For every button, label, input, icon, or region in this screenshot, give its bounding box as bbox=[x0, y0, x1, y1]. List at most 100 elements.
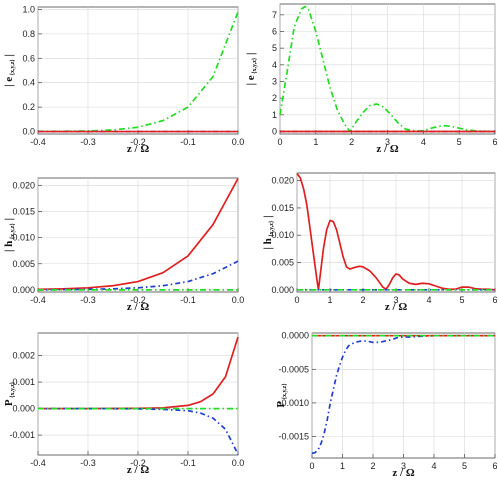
y-tick-label: -0.0005 bbox=[278, 364, 309, 374]
y-axis-label-main: | h bbox=[262, 238, 274, 249]
chart-panel-1: -0.4 -0.3 -0.2 -0.1 0.0 0.0 0.2 0.4 0.6 0.8 1.0 z /… bbox=[3, 4, 244, 155]
y-tick-label: -0.0015 bbox=[278, 431, 309, 441]
y-axis-label: | e {x,y,z} | bbox=[245, 53, 258, 86]
x-tick-label: 1 bbox=[340, 461, 345, 471]
y-tick-label: 0.0000 bbox=[281, 331, 309, 341]
chart-panel-3: -0.4 -0.3 -0.2 -0.1 0.0 0.000 0.005 0.010 0.015 0… bbox=[3, 177, 245, 313]
y-axis-label-main: P bbox=[3, 399, 15, 406]
x-tick-label: 3 bbox=[401, 461, 406, 471]
x-tick-label: -0.2 bbox=[130, 137, 146, 147]
y-tick-label: 0.2 bbox=[22, 102, 35, 112]
y-tick-label: 0.000 bbox=[12, 285, 35, 295]
x-tick-label: -0.3 bbox=[80, 295, 96, 305]
x-tick-label: 1 bbox=[327, 295, 332, 305]
x-tick-label: -0.3 bbox=[80, 137, 96, 147]
x-tick-label: 1 bbox=[313, 137, 318, 147]
series-line-1 bbox=[311, 334, 495, 455]
series-line-1 bbox=[37, 178, 239, 291]
x-tick-label: 4 bbox=[426, 295, 431, 305]
y-tick-label: 0.015 bbox=[271, 203, 294, 213]
x-tick-label: -0.1 bbox=[180, 137, 196, 147]
y-tick-label: 0.010 bbox=[271, 230, 294, 240]
y-axis-label-suffix: | bbox=[245, 53, 257, 58]
series-line-1 bbox=[37, 11, 239, 133]
x-axis-label: z / Ω bbox=[127, 143, 149, 155]
x-tick-label: 0.0 bbox=[232, 137, 245, 147]
chart-panel-2: 0 1 2 3 4 5 6 0 1 2 3 4 5 6 7 z / Ω | e {x,y,z} | bbox=[245, 3, 498, 155]
y-tick-label: 4 bbox=[272, 60, 277, 70]
x-tick-label: 6 bbox=[492, 295, 497, 305]
x-tick-label: 2 bbox=[370, 461, 375, 471]
y-axis-label-subscript: {x,y,z} bbox=[10, 381, 16, 399]
series-line-2 bbox=[37, 260, 239, 291]
y-tick-label: 0.005 bbox=[271, 258, 294, 268]
x-tick-label: 5 bbox=[459, 295, 464, 305]
series-line-2 bbox=[38, 407, 239, 455]
y-axis-label-main: P bbox=[275, 401, 287, 408]
y-tick-label: 6 bbox=[272, 27, 277, 37]
y-axis-label-suffix: | bbox=[3, 218, 15, 223]
y-tick-label: 0.001 bbox=[12, 377, 35, 387]
y-axis-label-subscript: {x,y,z} bbox=[269, 220, 275, 238]
y-tick-label: 0.020 bbox=[271, 176, 294, 186]
x-tick-label: -0.2 bbox=[130, 295, 146, 305]
y-tick-label: -0.0010 bbox=[278, 398, 309, 408]
x-axis-label: z / Ω bbox=[385, 301, 407, 313]
x-tick-label: 0 bbox=[277, 137, 282, 147]
y-axis-label-subscript: {x,y,z} bbox=[252, 57, 258, 75]
chart-panel-5: -0.4 -0.3 -0.2 -0.1 0.0 -0.001 0.000 0.001 0.002… bbox=[3, 332, 245, 476]
x-tick-label: 0 bbox=[294, 295, 299, 305]
x-tick-label: -0.1 bbox=[180, 295, 196, 305]
x-tick-label: -0.4 bbox=[30, 137, 46, 147]
y-axis-label-main: | e bbox=[3, 77, 15, 87]
x-tick-label: -0.4 bbox=[30, 295, 46, 305]
chart-panel-4: 0 1 2 3 4 5 6 0.000 0.005 0.010 0.015 0.020 z / Ω | h… bbox=[262, 172, 498, 313]
y-tick-label: 2 bbox=[272, 93, 277, 103]
series-line-1 bbox=[296, 173, 496, 291]
y-axis-label: | e {x,y,z} | bbox=[3, 54, 16, 87]
y-tick-label: 0.0 bbox=[22, 127, 35, 137]
y-axis-label: | h {x,y,z} | bbox=[262, 215, 275, 249]
y-axis-label-subscript: {x,y,z} bbox=[282, 383, 288, 401]
y-tick-label: 0.4 bbox=[22, 78, 35, 88]
y-axis-label-suffix: | bbox=[3, 54, 15, 59]
y-axis-label-suffix: | bbox=[262, 215, 274, 220]
x-tick-label: 3 bbox=[385, 137, 390, 147]
x-tick-label: 5 bbox=[457, 137, 462, 147]
x-tick-label: 2 bbox=[360, 295, 365, 305]
y-tick-label: 0.020 bbox=[12, 180, 35, 190]
x-tick-label: -0.1 bbox=[180, 458, 196, 468]
y-tick-label: 0.000 bbox=[271, 285, 294, 295]
x-tick-label: -0.3 bbox=[80, 458, 96, 468]
x-tick-label: 0.0 bbox=[232, 458, 245, 468]
y-tick-label: 0.6 bbox=[22, 53, 35, 63]
y-tick-label: 0.002 bbox=[12, 351, 35, 361]
y-tick-label: 1 bbox=[272, 110, 277, 120]
y-axis-label: P {x,y,z} bbox=[3, 381, 16, 406]
x-tick-label: 0 bbox=[309, 461, 314, 471]
x-tick-label: 4 bbox=[431, 461, 436, 471]
x-axis-label: z / Ω bbox=[376, 143, 398, 155]
x-axis-label: z / Ω bbox=[127, 301, 149, 313]
x-tick-label: 5 bbox=[462, 461, 467, 471]
x-tick-label: 0.0 bbox=[232, 295, 245, 305]
y-tick-label: 3 bbox=[272, 77, 277, 87]
y-axis-label-subscript: {x,y,z} bbox=[10, 59, 16, 77]
y-axis-label: P {x,y,z} bbox=[275, 383, 288, 408]
x-tick-label: -0.2 bbox=[130, 458, 146, 468]
y-tick-label: 1.0 bbox=[22, 4, 35, 14]
y-tick-label: 0.010 bbox=[12, 233, 35, 243]
y-tick-label: 0.8 bbox=[22, 29, 35, 39]
chart-panel-6: 0 1 2 3 4 5 6 0.0000 -0.0005 -0.0010 -0.0015 z / Ω P… bbox=[275, 331, 498, 479]
x-tick-label: 6 bbox=[492, 461, 497, 471]
y-tick-label: 0.015 bbox=[12, 206, 35, 216]
y-axis-label-main: | h bbox=[3, 241, 15, 252]
y-tick-label: 0.000 bbox=[12, 404, 35, 414]
y-axis-label-main: | e bbox=[245, 75, 257, 85]
x-axis-label: z / Ω bbox=[127, 464, 149, 476]
x-tick-label: 3 bbox=[393, 295, 398, 305]
y-tick-label: 0.005 bbox=[12, 259, 35, 269]
x-tick-label: -0.4 bbox=[30, 458, 46, 468]
y-tick-label: -0.001 bbox=[9, 430, 35, 440]
